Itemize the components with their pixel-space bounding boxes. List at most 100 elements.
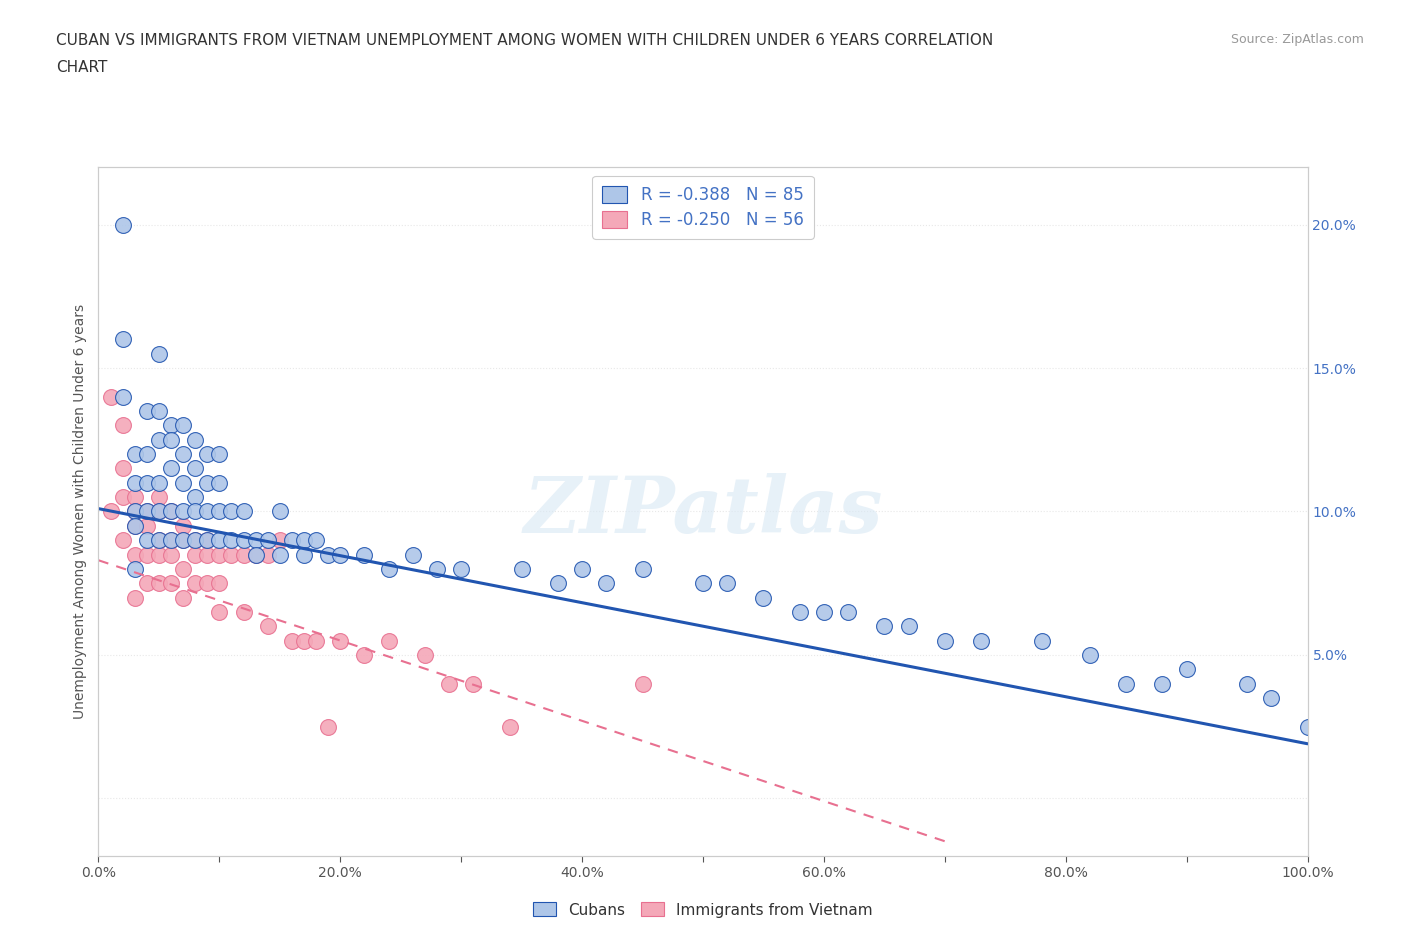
- Point: [135, 518, 157, 533]
- Point: [195, 576, 218, 591]
- Point: [184, 490, 207, 505]
- Point: [413, 647, 436, 662]
- Text: CUBAN VS IMMIGRANTS FROM VIETNAM UNEMPLOYMENT AMONG WOMEN WITH CHILDREN UNDER 6 : CUBAN VS IMMIGRANTS FROM VIETNAM UNEMPLO…: [56, 33, 994, 47]
- Point: [100, 504, 122, 519]
- Point: [377, 562, 399, 577]
- Point: [631, 676, 654, 691]
- Point: [172, 533, 194, 548]
- Point: [547, 576, 569, 591]
- Point: [571, 562, 593, 577]
- Point: [160, 461, 183, 476]
- Point: [195, 504, 218, 519]
- Point: [837, 604, 859, 619]
- Point: [256, 533, 278, 548]
- Point: [172, 562, 194, 577]
- Point: [897, 618, 920, 633]
- Point: [208, 547, 231, 562]
- Point: [208, 504, 231, 519]
- Legend: Cubans, Immigrants from Vietnam: Cubans, Immigrants from Vietnam: [527, 897, 879, 923]
- Point: [172, 446, 194, 461]
- Point: [245, 547, 267, 562]
- Point: [124, 547, 146, 562]
- Point: [111, 390, 134, 405]
- Point: [510, 562, 533, 577]
- Point: [813, 604, 835, 619]
- Point: [305, 633, 328, 648]
- Point: [292, 547, 315, 562]
- Point: [184, 432, 207, 447]
- Point: [135, 547, 157, 562]
- Point: [172, 533, 194, 548]
- Point: [135, 475, 157, 490]
- Point: [716, 576, 738, 591]
- Point: [148, 576, 170, 591]
- Point: [970, 633, 993, 648]
- Point: [316, 547, 339, 562]
- Point: [208, 604, 231, 619]
- Point: [124, 504, 146, 519]
- Point: [752, 591, 775, 605]
- Point: [208, 533, 231, 548]
- Point: [148, 547, 170, 562]
- Point: [692, 576, 714, 591]
- Point: [269, 547, 291, 562]
- Point: [160, 504, 183, 519]
- Point: [124, 518, 146, 533]
- Point: [316, 719, 339, 734]
- Point: [1260, 690, 1282, 705]
- Point: [184, 576, 207, 591]
- Point: [124, 591, 146, 605]
- Point: [292, 533, 315, 548]
- Point: [377, 633, 399, 648]
- Point: [269, 504, 291, 519]
- Point: [292, 633, 315, 648]
- Point: [281, 633, 304, 648]
- Point: [124, 490, 146, 505]
- Point: [124, 562, 146, 577]
- Point: [232, 533, 254, 548]
- Point: [426, 562, 449, 577]
- Point: [172, 475, 194, 490]
- Point: [172, 418, 194, 433]
- Point: [135, 533, 157, 548]
- Point: [195, 446, 218, 461]
- Point: [256, 547, 278, 562]
- Point: [631, 562, 654, 577]
- Point: [160, 547, 183, 562]
- Point: [111, 490, 134, 505]
- Point: [1296, 719, 1319, 734]
- Point: [148, 533, 170, 548]
- Point: [160, 504, 183, 519]
- Point: [135, 504, 157, 519]
- Point: [111, 332, 134, 347]
- Text: ZIPatlas: ZIPatlas: [523, 473, 883, 550]
- Point: [329, 633, 352, 648]
- Point: [160, 418, 183, 433]
- Point: [172, 591, 194, 605]
- Point: [135, 404, 157, 418]
- Point: [124, 475, 146, 490]
- Point: [148, 404, 170, 418]
- Point: [160, 533, 183, 548]
- Point: [100, 390, 122, 405]
- Point: [148, 346, 170, 361]
- Point: [160, 576, 183, 591]
- Point: [208, 475, 231, 490]
- Point: [873, 618, 896, 633]
- Point: [221, 533, 243, 548]
- Point: [305, 533, 328, 548]
- Point: [184, 533, 207, 548]
- Point: [111, 533, 134, 548]
- Point: [148, 504, 170, 519]
- Point: [208, 576, 231, 591]
- Point: [353, 547, 375, 562]
- Point: [329, 547, 352, 562]
- Point: [245, 547, 267, 562]
- Point: [111, 461, 134, 476]
- Point: [184, 461, 207, 476]
- Point: [221, 547, 243, 562]
- Y-axis label: Unemployment Among Women with Children Under 6 years: Unemployment Among Women with Children U…: [73, 304, 87, 719]
- Text: CHART: CHART: [56, 60, 108, 75]
- Point: [172, 504, 194, 519]
- Point: [934, 633, 956, 648]
